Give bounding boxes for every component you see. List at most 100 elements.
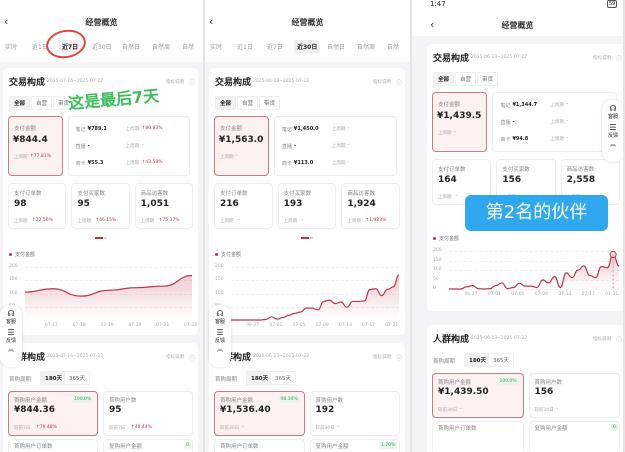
filter-chip-1[interactable]: 自营 [31,96,53,110]
collapse-icon[interactable]: ︽ [609,141,616,148]
gridline [231,280,399,282]
tab-4[interactable]: 自然日 [327,44,346,51]
feedback-button[interactable]: 反馈 [5,338,16,344]
info-icon[interactable]: ⓘ [189,355,196,362]
y-tick-label: 200 [215,264,224,269]
info-icon[interactable]: ⓘ [396,355,403,362]
headset-icon[interactable]: ☊ [609,104,617,113]
info-icon[interactable]: ⓘ [616,337,623,344]
crowd-next-card-1[interactable] [309,439,400,452]
pay-amount-card[interactable] [432,92,488,152]
gridline [25,293,192,295]
period-chip-1[interactable]: 365天 [64,371,90,385]
stat-card-0[interactable] [8,183,67,229]
service-button[interactable]: 客服 [5,319,16,325]
stat-card-0[interactable] [214,183,273,229]
crowd-change: - [337,425,340,430]
tab-0[interactable]: 实时 [210,44,223,51]
filter-chip-2[interactable]: 带货 [259,96,281,110]
period-chip-1[interactable]: 365天 [270,371,296,385]
back-arrow-icon[interactable]: ‹ [4,15,9,28]
tab-5[interactable]: 自然周 [152,44,171,51]
period-chip-0[interactable]: 180天 [246,371,273,385]
filter-chip-2[interactable]: 带货 [53,96,75,110]
crowd-next-card-0[interactable] [214,439,305,452]
crowd-value: ¥1,536.40 [220,405,271,415]
y-tick-label: 100 [9,290,18,296]
crowd-card-1[interactable] [103,391,193,436]
y-tick-label: 150 [9,277,18,283]
info-icon[interactable]: ⓘ [189,80,196,87]
stat-card-2[interactable] [341,183,400,229]
stat-label: 支付订单数 [220,191,248,197]
crowd-next-card-0[interactable] [8,439,98,452]
feedback-button[interactable]: 反馈 [214,338,225,344]
tab-6[interactable]: 自然 [387,44,400,51]
crowd-next-card-0[interactable] [432,421,524,451]
stat-change: - [456,194,458,199]
tab-2[interactable]: 近7日 [267,44,283,51]
tab-6[interactable]: 自然 [182,44,195,51]
tab-5[interactable]: 自然周 [357,44,376,51]
collapse-icon[interactable]: ︽ [216,346,223,353]
tab-0[interactable]: 实时 [5,44,18,51]
share-badge: 1.70% [379,442,398,449]
tab-2[interactable]: 近7日 [59,40,82,53]
pay-amount-card[interactable] [214,116,269,176]
x-tick-label: 07-13 [338,323,352,328]
help-link[interactable]: 指标说明 [166,80,184,85]
tab-3[interactable]: 近30日 [294,40,321,53]
filter-chip-1[interactable]: 自营 [237,96,259,110]
help-link[interactable]: 指标说明 [373,80,391,85]
stat-value: 98 [14,199,27,209]
stat-card-2[interactable] [134,183,193,229]
breakdown-value: ¥55.3 [87,160,104,166]
filter-chip-0[interactable]: 全部 [9,96,31,110]
feedback-icon[interactable]: ☰ [609,123,617,132]
period-chip-1[interactable]: 365天 [488,353,514,367]
info-icon[interactable]: ⓘ [616,56,623,63]
help-link[interactable]: 指标说明 [373,355,391,360]
share-badge: 0 [611,424,618,431]
trade-title: 交易构成 [433,54,470,64]
breakdown-compare: 上周期 [125,127,140,132]
tab-4[interactable]: 自然日 [122,44,141,51]
back-arrow-icon[interactable]: ‹ [430,18,435,31]
stat-card-1[interactable] [71,183,130,229]
filter-chip-2[interactable]: 带货 [477,72,499,86]
crowd-value: 95 [109,405,122,415]
crowd-card-1[interactable] [309,391,400,436]
crowd-card-1[interactable] [528,373,620,418]
info-icon[interactable]: ⓘ [396,80,403,87]
collapse-icon[interactable]: ︽ [7,346,14,353]
stat-card-1[interactable] [277,183,337,229]
help-link[interactable]: 指标说明 [166,355,184,360]
help-link[interactable]: 指标说明 [593,337,611,342]
feedback-icon[interactable]: ☰ [216,328,224,337]
feedback-icon[interactable]: ☰ [7,328,15,337]
tab-3[interactable]: 近30日 [92,44,112,51]
crowd-next-card-1[interactable] [528,421,620,451]
filter-chip-0[interactable]: 全部 [433,72,455,86]
crowd-compare: 较前30日 [315,426,335,431]
period-chip-0[interactable]: 180天 [464,353,491,367]
back-arrow-icon[interactable]: ‹ [209,15,214,28]
tab-1[interactable]: 近1日 [32,44,48,51]
service-button[interactable]: 客服 [214,319,225,325]
feedback-button[interactable]: 反馈 [607,133,618,139]
pay-amount-card[interactable] [8,116,63,176]
help-link[interactable]: 指标说明 [593,56,611,61]
pay-compare: 上周期 [438,131,452,136]
filter-chip-0[interactable]: 全部 [215,96,237,110]
crowd-next-label: 首购用户订单数 [220,444,259,450]
headset-icon[interactable]: ☊ [216,309,224,318]
period-chip-0[interactable]: 180天 [40,371,67,385]
headset-icon[interactable]: ☊ [7,309,15,318]
tab-1[interactable]: 近1日 [237,44,253,51]
crowd-compare: 较前7日 [14,426,31,431]
service-button[interactable]: 客服 [607,114,618,120]
header [412,0,623,36]
battery-level: 59 [607,0,618,8]
crowd-next-card-1[interactable] [103,439,193,452]
filter-chip-1[interactable]: 自营 [455,72,477,86]
